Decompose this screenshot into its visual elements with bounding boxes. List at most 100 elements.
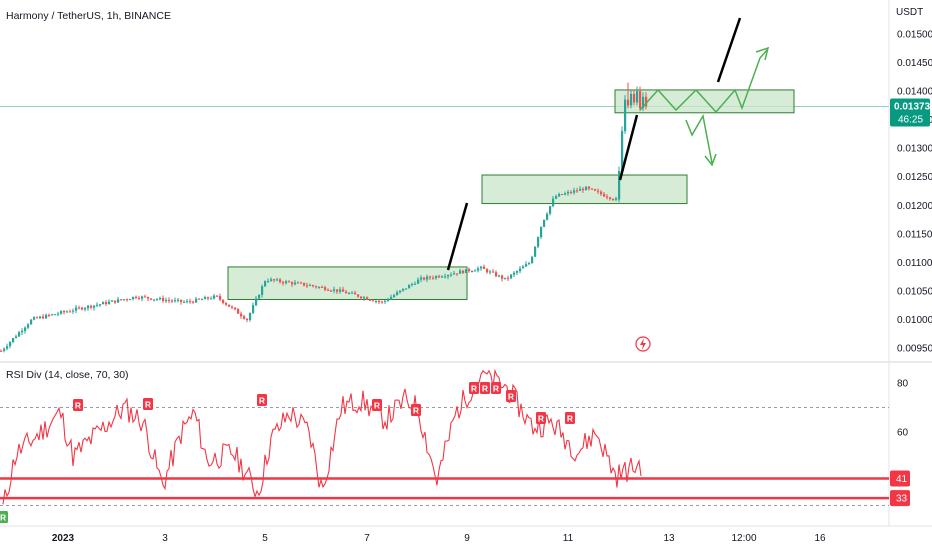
candle-body bbox=[390, 297, 393, 300]
candle-body bbox=[348, 293, 351, 295]
price-tick-label: 0.01150 bbox=[897, 229, 932, 240]
bearish-divergence-marker[interactable] bbox=[372, 399, 382, 411]
candle-body bbox=[6, 346, 9, 349]
candle-body bbox=[309, 285, 312, 287]
rsi-axis[interactable]: 80 60 bbox=[897, 379, 909, 439]
candle-body bbox=[330, 290, 333, 292]
candle-body bbox=[120, 299, 123, 301]
bearish-divergence-marker[interactable] bbox=[73, 399, 83, 411]
bullish-projection-path[interactable] bbox=[639, 49, 768, 114]
candle-body bbox=[177, 299, 180, 301]
candle-body bbox=[453, 273, 456, 275]
candle-body bbox=[270, 279, 273, 281]
candle-body bbox=[18, 332, 21, 337]
candle-body bbox=[480, 266, 483, 269]
bullish-divergence-marker[interactable] bbox=[0, 511, 8, 523]
candle-body bbox=[258, 294, 261, 299]
price-tick-label: 0.01100 bbox=[897, 258, 932, 269]
candle-body bbox=[138, 298, 141, 300]
candle-body bbox=[54, 314, 57, 316]
divergence-marker-label: R bbox=[259, 396, 265, 406]
candle-body bbox=[414, 283, 417, 285]
candle-body bbox=[180, 299, 183, 303]
candle-body bbox=[210, 298, 213, 300]
consolidation-zone-3[interactable] bbox=[614, 89, 795, 114]
candle-body bbox=[570, 191, 573, 193]
candle-body bbox=[489, 271, 492, 273]
symbol-title[interactable]: Harmony / TetherUS, 1h, BINANCE bbox=[6, 10, 171, 22]
rsi-line[interactable] bbox=[2, 368, 642, 505]
bearish-divergence-marker[interactable] bbox=[536, 412, 546, 424]
bearish-divergence-marker[interactable] bbox=[565, 412, 575, 424]
bearish-divergence-marker[interactable] bbox=[469, 382, 479, 394]
bearish-divergence-marker[interactable] bbox=[143, 398, 153, 410]
candle-body bbox=[429, 276, 432, 278]
consolidation-zone-2[interactable] bbox=[481, 174, 688, 205]
candle-body bbox=[108, 301, 111, 305]
candle-body bbox=[381, 301, 384, 303]
impulse-trendline[interactable] bbox=[618, 114, 639, 181]
rsi-level-tag bbox=[890, 470, 910, 487]
impulse-trendline[interactable] bbox=[716, 17, 742, 83]
candle-body bbox=[372, 300, 375, 302]
rsi-title[interactable]: RSI Div (14, close, 70, 30) bbox=[6, 369, 129, 381]
bearish-projection-path[interactable] bbox=[685, 113, 713, 164]
candle-body bbox=[291, 282, 294, 285]
bearish-divergence-marker[interactable] bbox=[506, 390, 516, 402]
candle-body bbox=[354, 292, 357, 295]
candle-body bbox=[24, 327, 27, 331]
divergence-marker-label: R bbox=[145, 400, 151, 410]
currency-label: USDT bbox=[896, 7, 923, 18]
candle-body bbox=[117, 299, 120, 303]
candle-body bbox=[57, 313, 60, 315]
candle-body bbox=[411, 283, 414, 286]
candle-body bbox=[324, 287, 327, 290]
bearish-divergence-marker[interactable] bbox=[257, 394, 267, 406]
divergence-marker-label: R bbox=[0, 513, 6, 523]
candle-body bbox=[225, 303, 228, 305]
candle-body bbox=[636, 91, 639, 103]
candle-body bbox=[456, 273, 459, 275]
annotations bbox=[446, 17, 770, 271]
candle-body bbox=[435, 276, 438, 279]
bearish-divergence-marker[interactable] bbox=[491, 382, 501, 394]
candle-body bbox=[261, 286, 264, 295]
candle-body bbox=[642, 96, 645, 109]
candle-body bbox=[96, 304, 99, 306]
candle-body bbox=[12, 338, 15, 342]
candle-body bbox=[513, 272, 516, 275]
candle-body bbox=[375, 300, 378, 302]
price-tick-label: 0.01200 bbox=[897, 201, 932, 212]
countdown-value: 46:25 bbox=[898, 115, 923, 126]
candle-body bbox=[9, 341, 12, 347]
candle-body bbox=[27, 324, 30, 328]
rsi-tick-label: 80 bbox=[897, 379, 909, 390]
last-price-value: 0.01373 bbox=[894, 102, 931, 113]
consolidation-zone-1[interactable] bbox=[227, 266, 468, 300]
candle-body bbox=[459, 270, 462, 274]
candle-body bbox=[132, 296, 135, 300]
projection-arrowhead-up bbox=[755, 46, 770, 61]
divergence-marker-label: R bbox=[508, 392, 514, 402]
candle-body bbox=[492, 271, 495, 273]
candle-body bbox=[369, 299, 372, 301]
candle-body bbox=[183, 301, 186, 303]
candle-body bbox=[66, 311, 69, 313]
candle-body bbox=[549, 206, 552, 214]
bearish-divergence-marker[interactable] bbox=[480, 382, 490, 394]
candle-body bbox=[216, 295, 219, 297]
alert-flash-icon[interactable] bbox=[635, 336, 651, 352]
candle-body bbox=[237, 309, 240, 314]
candle-body bbox=[621, 131, 624, 172]
impulse-trendline[interactable] bbox=[446, 202, 469, 271]
candle-body bbox=[222, 299, 225, 304]
candle-body bbox=[51, 314, 54, 316]
candle-body bbox=[252, 305, 255, 313]
candle-body bbox=[543, 219, 546, 227]
candle-body bbox=[129, 299, 132, 301]
bearish-divergence-marker[interactable] bbox=[411, 404, 421, 416]
time-axis[interactable]: 2023 3 5 7 9 11 13 12:00 16 bbox=[52, 533, 826, 544]
candle-body bbox=[504, 277, 507, 279]
